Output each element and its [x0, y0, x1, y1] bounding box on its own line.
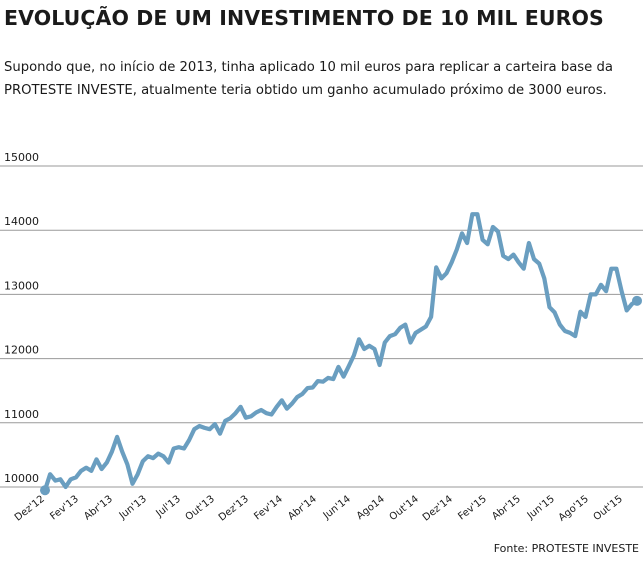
x-tick-label: Abr'13	[82, 494, 115, 523]
x-tick-label: Abr'15	[490, 494, 523, 523]
x-tick-label: Jun'13	[117, 494, 149, 522]
x-tick-label: Dez'13	[217, 494, 251, 524]
x-tick-label: Out'15	[592, 494, 625, 523]
x-tick-label: Fev'13	[48, 494, 81, 523]
grid-lines	[0, 165, 643, 488]
y-tick-label: 12000	[4, 344, 39, 357]
source-note: Fonte: PROTESTE INVESTE	[493, 542, 639, 555]
y-tick-label: 10000	[4, 472, 39, 485]
x-tick-label: Jun'14	[321, 494, 353, 522]
series-end-marker	[632, 295, 642, 306]
series-start-marker	[40, 485, 50, 496]
chart-subtitle: Supondo que, no início de 2013, tinha ap…	[4, 60, 613, 98]
x-tick-label: Ago14	[355, 494, 387, 522]
x-tick-label: Dez'12	[13, 494, 47, 524]
x-tick-label: Out'14	[388, 494, 421, 523]
x-axis-ticks: Dez'12 Fev'13 Abr'13 Jun'13 Jul'13 Out'13 Dez'…	[13, 494, 625, 524]
chart-title: EVOLUÇÃO DE UM INVESTIMENTO DE 10 MIL EU…	[4, 6, 604, 30]
x-tick-label: Fev'15	[456, 494, 489, 523]
y-tick-label: 15000	[4, 151, 39, 164]
x-tick-label: Abr'14	[286, 494, 319, 523]
x-tick-label: Out'13	[184, 494, 217, 523]
x-tick-label: Dez'14	[421, 494, 455, 524]
series-line	[42, 212, 640, 493]
y-tick-label: 14000	[4, 215, 39, 228]
y-tick-label: 13000	[4, 279, 39, 292]
y-axis-ticks: 15000 14000 13000 12000 11000 10000	[4, 151, 39, 485]
x-tick-label: Jun'15	[525, 494, 557, 522]
series-layer	[40, 212, 642, 496]
x-tick-label: Jul'13	[154, 494, 183, 520]
x-tick-label: Fev'14	[252, 494, 285, 523]
x-tick-label: Ago'15	[557, 494, 591, 524]
y-tick-label: 11000	[4, 408, 39, 421]
